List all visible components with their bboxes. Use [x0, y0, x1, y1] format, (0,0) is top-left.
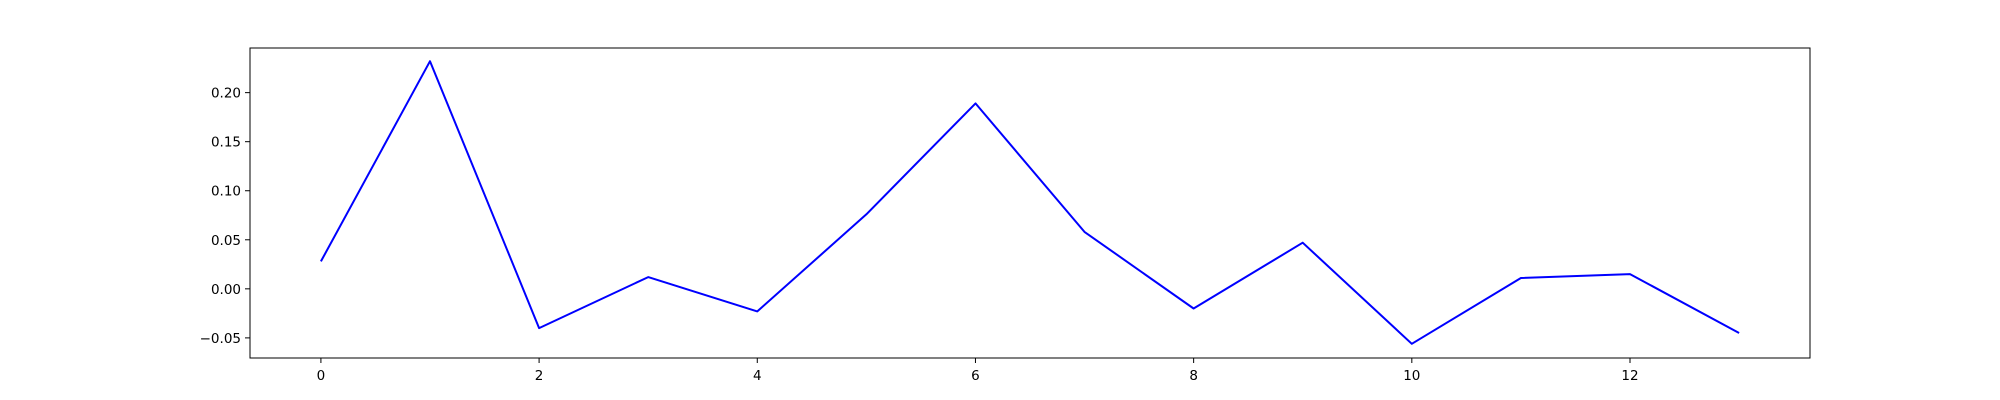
x-tick-label: 2 [535, 368, 544, 384]
y-tick-label: −0.05 [200, 331, 241, 347]
series-line [320, 60, 1740, 345]
y-tick-label: 0.00 [211, 282, 241, 298]
y-tick-label: 0.10 [211, 184, 241, 200]
x-axis: 0 2 4 6 8 10 12 [317, 358, 1639, 384]
axes-frame [249, 47, 1811, 359]
x-tick-label: 8 [1189, 368, 1198, 384]
y-tick-label: 0.20 [211, 86, 241, 102]
x-tick-label: 4 [753, 368, 762, 384]
x-tick-label: 12 [1621, 368, 1638, 384]
y-tick-label: 0.15 [211, 135, 241, 151]
plot-series [320, 60, 1740, 345]
x-tick-label: 6 [971, 368, 980, 384]
x-tick-label: 10 [1403, 368, 1420, 384]
y-tick-label: 0.05 [211, 233, 241, 249]
y-axis: −0.05 0.00 0.05 0.10 0.15 0.20 [200, 86, 250, 347]
x-tick-label: 0 [317, 368, 326, 384]
